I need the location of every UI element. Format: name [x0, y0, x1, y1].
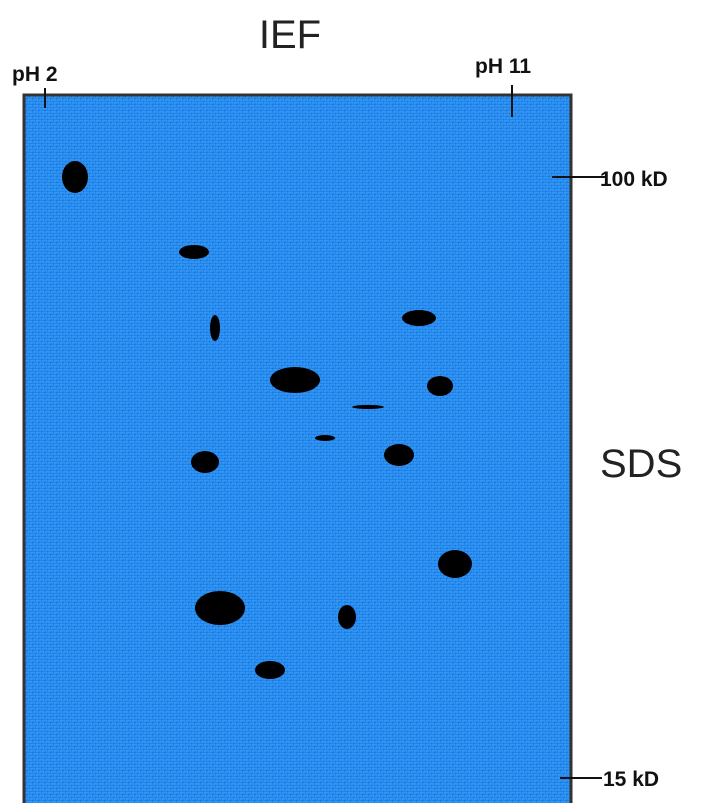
spot: [255, 661, 285, 679]
spot: [315, 435, 335, 441]
ph-low-label: pH 2: [12, 63, 58, 86]
spot: [62, 161, 88, 193]
spots: [62, 161, 472, 679]
spot: [195, 591, 245, 625]
spot: [427, 376, 453, 396]
ph-high-label: pH 11: [475, 55, 531, 78]
spot: [179, 245, 209, 259]
axis-label: SDS: [600, 442, 682, 486]
spot: [191, 451, 219, 473]
mw-high-label: 100 kD: [600, 168, 668, 191]
spot: [402, 310, 436, 326]
spot: [338, 605, 356, 629]
title: IEF: [259, 13, 321, 57]
spot: [384, 444, 414, 466]
spot: [270, 367, 320, 393]
mw-low-label: 15 kD: [603, 768, 659, 791]
spot: [352, 405, 384, 409]
gel: [22, 93, 573, 803]
spot: [210, 315, 220, 341]
spot: [438, 550, 472, 578]
